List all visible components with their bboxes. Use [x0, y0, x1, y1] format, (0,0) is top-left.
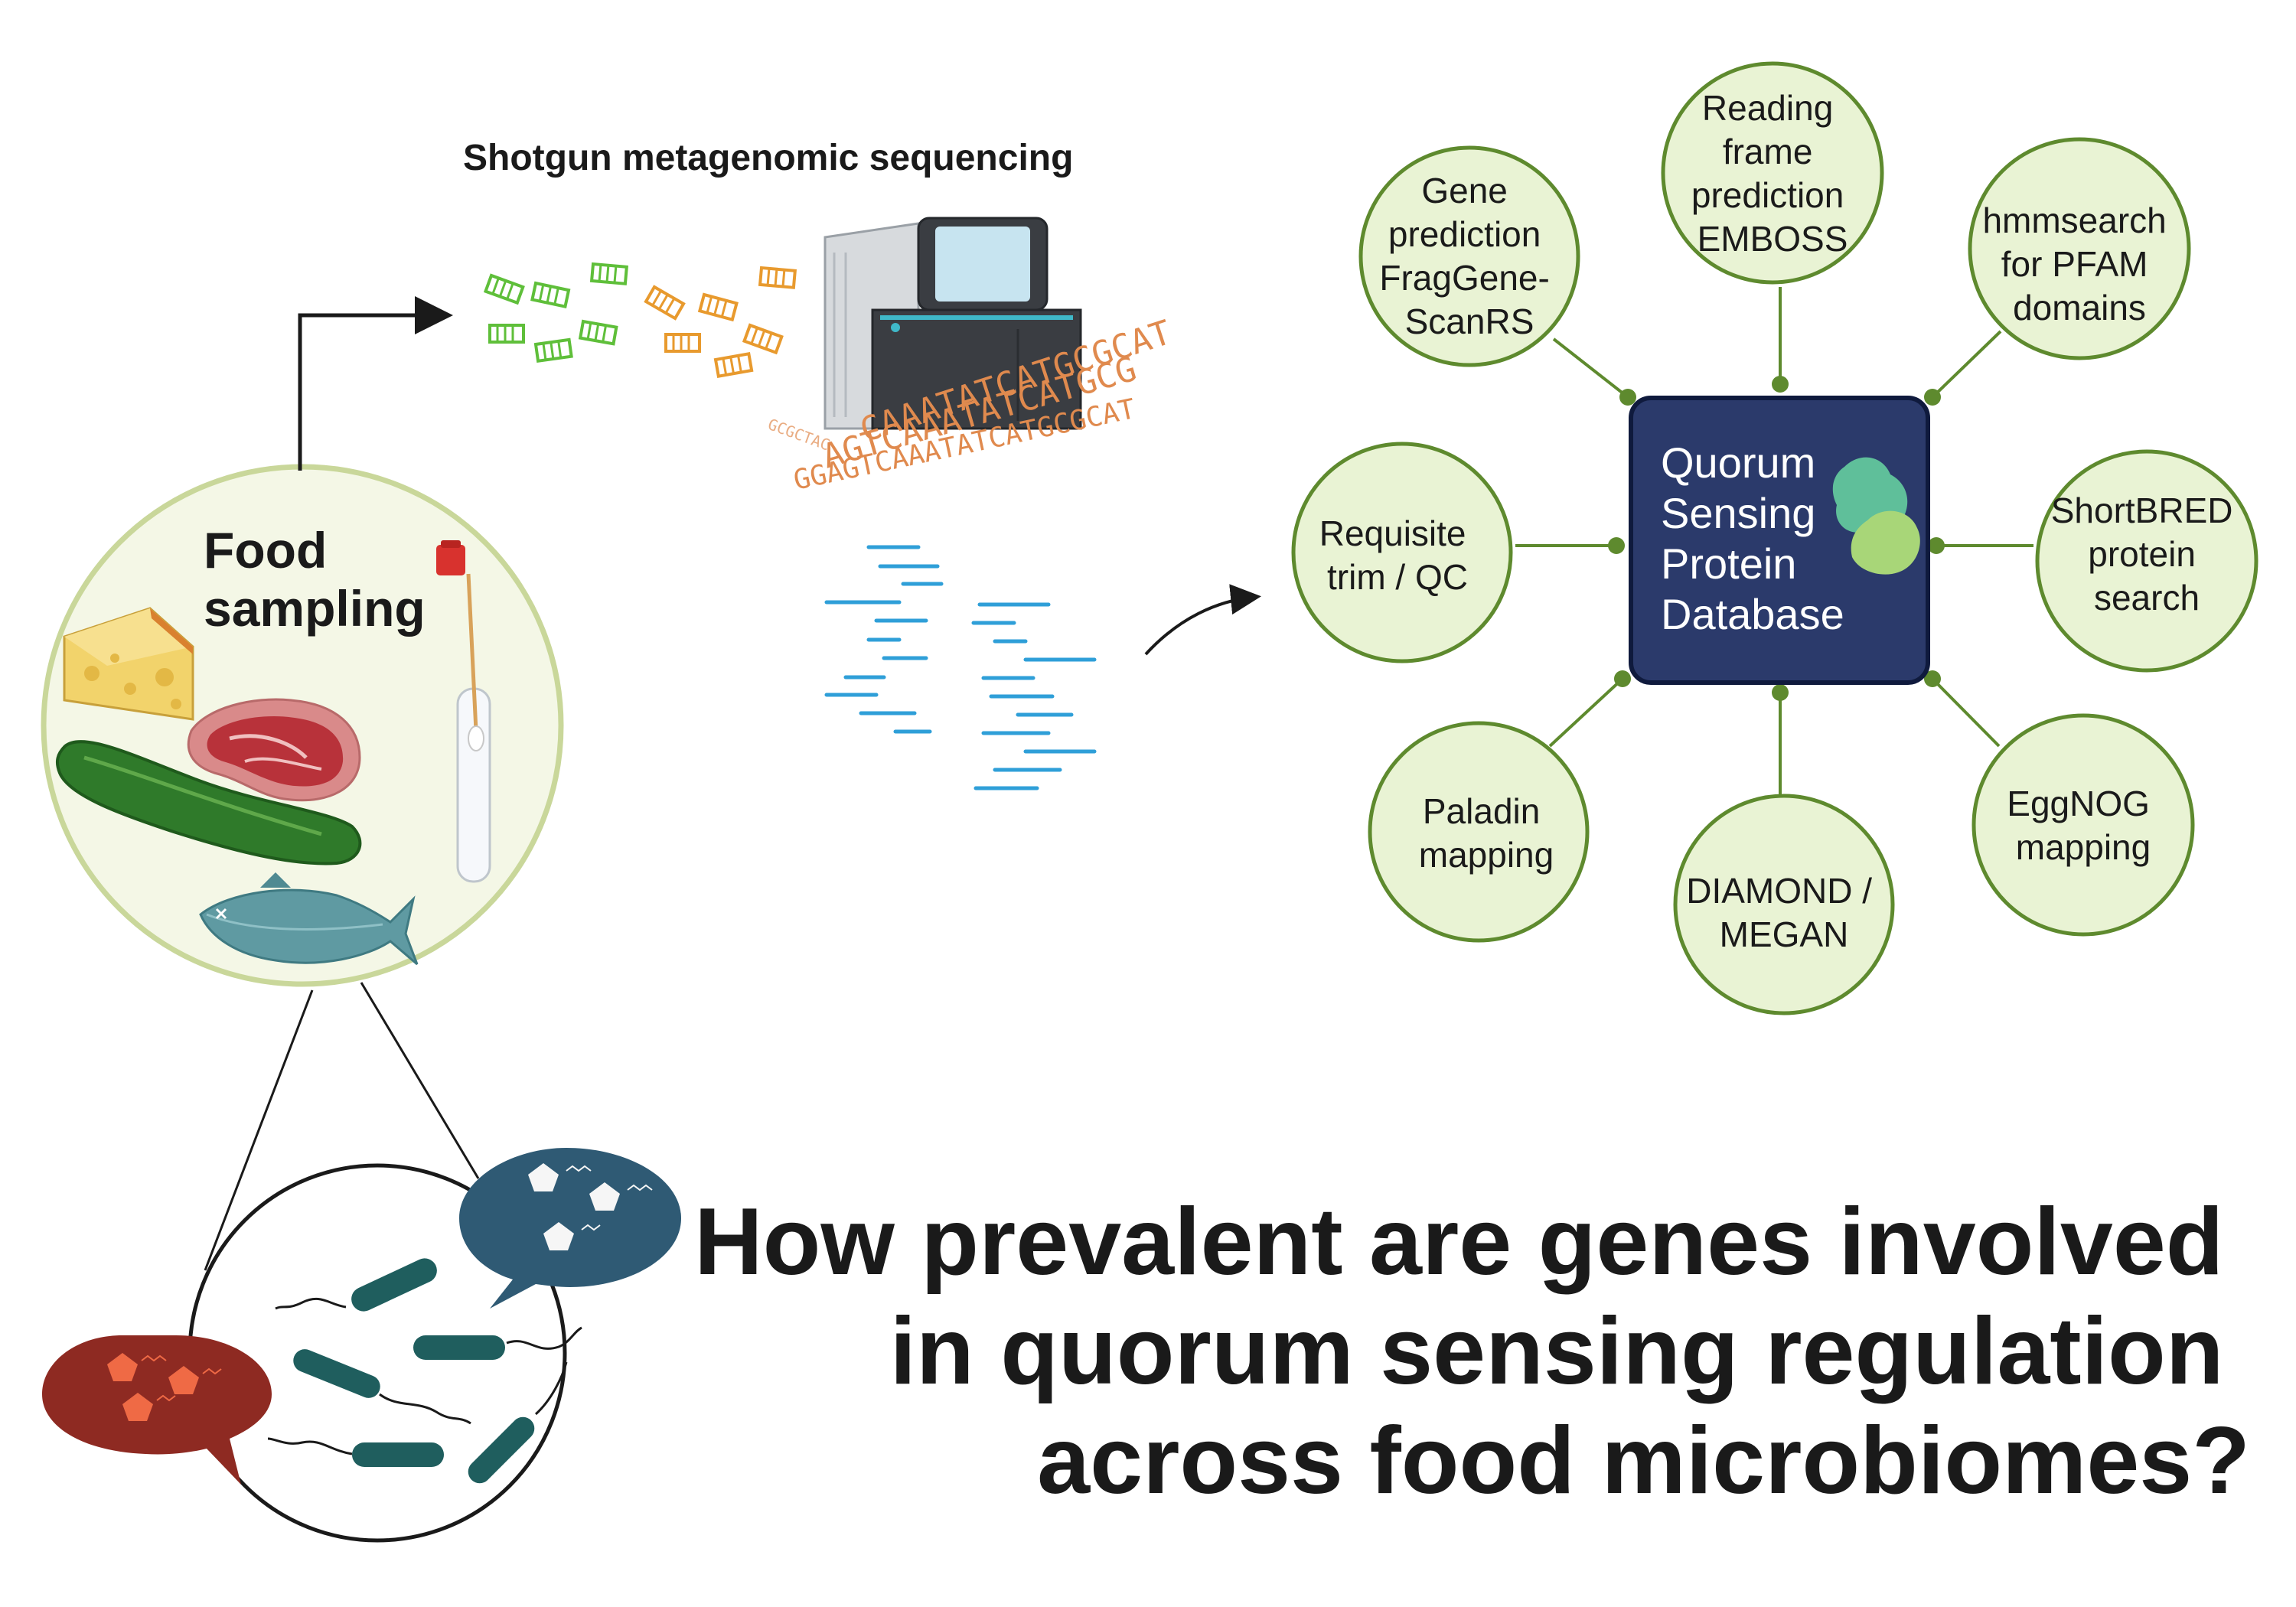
dna-fragment: [530, 281, 571, 309]
dna-fragment: [758, 266, 797, 289]
flow-arrow-to-sequencing: [298, 296, 453, 471]
dna-fragment: [533, 337, 573, 363]
satellite-label: EggNOG mapping: [2007, 784, 2159, 867]
satellite-label: Gene prediction FragGene- ScanRS: [1379, 171, 1559, 341]
food-sampling-panel: Food sampling: [41, 464, 564, 987]
satellite-circle: [1971, 713, 2195, 937]
sequencing-label: Shotgun metagenomic sequencing: [463, 138, 1073, 178]
sequence-reads: [824, 545, 1097, 790]
speech-bubble-icon: [42, 1335, 272, 1485]
food-sampling-label: Food sampling: [204, 522, 426, 637]
sequencer-icon: [823, 217, 1082, 430]
satellite-shortbred: ShortBRED protein search: [2035, 449, 2258, 673]
satellite-label: Requisite trim / QC: [1319, 513, 1476, 597]
satellite-diamond: DIAMOND / MEGAN: [1673, 794, 1895, 1015]
satellite-circle: [1368, 721, 1590, 943]
cucumber-icon: [55, 740, 362, 865]
satellite-circle: [1358, 145, 1580, 367]
speech-bubble-icon: [459, 1148, 681, 1309]
swab-tube-icon: [436, 540, 491, 883]
cheese-icon: [63, 607, 194, 721]
satellite-reading-frame: Reading frame prediction EMBOSS: [1661, 61, 1884, 285]
steak-icon: [187, 698, 361, 802]
satellite-label: Paladin mapping: [1419, 791, 1554, 875]
satellite-circle: [1291, 442, 1513, 663]
dna-fragment: [742, 323, 784, 355]
database-connectors: [1515, 287, 2033, 796]
dna-fragment: [644, 285, 686, 321]
satellite-label: Reading frame prediction EMBOSS: [1691, 88, 1854, 259]
satellite-paladin: Paladin mapping: [1368, 721, 1590, 943]
research-question: How prevalent are genes involved in quor…: [694, 1189, 2250, 1514]
satellite-label: hmmsearch for PFAM domains: [1982, 200, 2176, 328]
fish-icon: [199, 872, 419, 966]
satellite-circle: [1968, 137, 2191, 360]
database-label: Quorum Sensing Protein Database: [1661, 438, 1844, 638]
dna-fragment: [589, 262, 628, 285]
satellite-hmmsearch: hmmsearch for PFAM domains: [1968, 137, 2191, 360]
zoom-lines: [204, 982, 480, 1271]
satellite-label: DIAMOND / MEGAN: [1686, 871, 1882, 954]
dna-fragments: [483, 262, 797, 378]
bacteria-icon: [267, 1258, 582, 1484]
satellite-requisite: Requisite trim / QC: [1291, 442, 1513, 663]
dna-fragment: [713, 352, 754, 378]
quorum-sensing-database: Quorum Sensing Protein Database: [1629, 396, 1930, 685]
dna-fragment: [578, 319, 618, 346]
satellite-label: ShortBRED protein search: [2051, 491, 2243, 618]
satellite-eggnog: EggNOG mapping: [1971, 713, 2195, 937]
svg-text:GCGCTAC: GCGCTAC: [765, 415, 832, 454]
satellite-circle: [1661, 61, 1884, 285]
dna-fragment: [697, 292, 739, 322]
dna-fragment: [483, 273, 525, 305]
satellite-circle: [2035, 449, 2258, 673]
dna-fragment: [488, 324, 525, 344]
dna-fragment: [664, 333, 701, 353]
flow-arrow-to-database: [1144, 584, 1261, 656]
protein-blob-icon: [1832, 457, 1920, 575]
satellite-gene-prediction: Gene prediction FragGene- ScanRS: [1358, 145, 1580, 367]
satellite-circle: [1673, 794, 1895, 1015]
microbe-panel: [188, 1163, 582, 1543]
